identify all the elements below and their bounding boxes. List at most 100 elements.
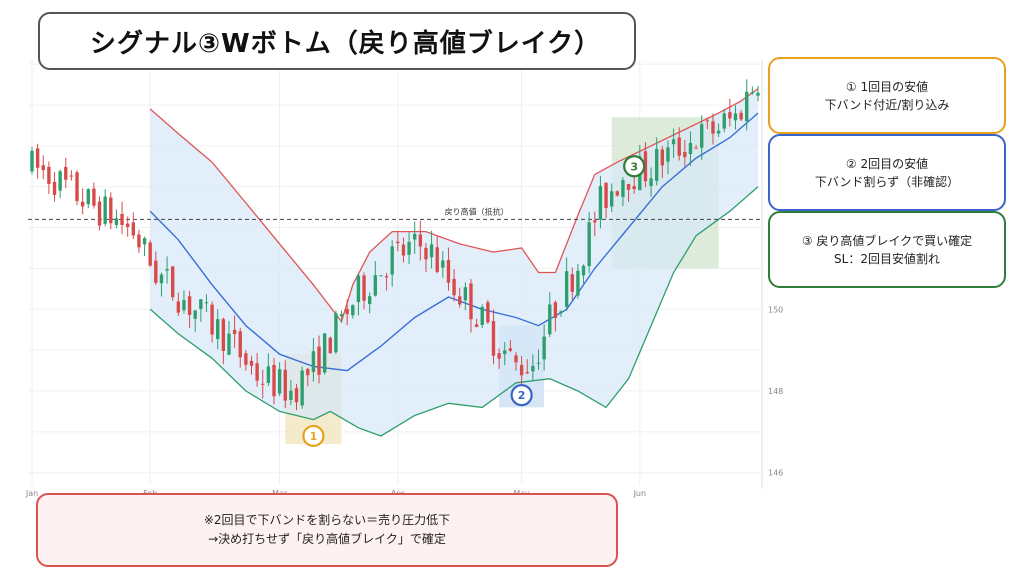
candle bbox=[491, 309, 496, 365]
candle-body bbox=[531, 365, 535, 372]
candle-body bbox=[711, 121, 715, 134]
candle-body bbox=[429, 244, 434, 258]
candle bbox=[739, 109, 743, 122]
candle bbox=[480, 304, 484, 328]
candle-body bbox=[733, 113, 738, 121]
candle-body bbox=[655, 149, 659, 181]
candle-body bbox=[705, 120, 710, 122]
candle-body bbox=[238, 331, 242, 358]
note-breakout-detail: SL：2回目安値割れ bbox=[834, 251, 940, 266]
candle-body bbox=[204, 302, 209, 304]
candle-body bbox=[649, 178, 653, 186]
candle-body bbox=[311, 351, 316, 372]
candle-body bbox=[317, 346, 321, 375]
candle bbox=[458, 287, 462, 308]
x-tick-label: Jun bbox=[633, 489, 647, 498]
candle-body bbox=[750, 92, 755, 94]
candle bbox=[705, 117, 710, 130]
candle-body bbox=[424, 247, 428, 260]
candle bbox=[621, 177, 625, 207]
candle-body bbox=[407, 241, 411, 255]
candle-body bbox=[300, 370, 304, 406]
candle-body bbox=[503, 350, 507, 355]
candle-body bbox=[159, 274, 164, 284]
candle-body bbox=[508, 348, 513, 351]
candle bbox=[35, 143, 40, 179]
signal-markers: 1 2 3 bbox=[302, 155, 646, 448]
candle bbox=[390, 240, 394, 287]
candle-body bbox=[559, 311, 563, 314]
candle-body bbox=[277, 369, 282, 394]
bottom-note: ※2回目で下バンドを割らない＝売り圧力低下 →決め打ちせず「戻り高値ブレイク」で… bbox=[36, 493, 618, 567]
candle bbox=[255, 352, 259, 387]
candle bbox=[30, 146, 34, 175]
candle-body bbox=[609, 191, 614, 207]
candle bbox=[542, 324, 546, 371]
candle-body bbox=[176, 301, 181, 313]
candle bbox=[666, 140, 670, 175]
candle bbox=[418, 220, 423, 261]
candle-body bbox=[283, 369, 287, 401]
candle-body bbox=[514, 355, 518, 363]
bottom-note-line1: ※2回目で下バンドを割らない＝売り圧力低下 bbox=[203, 513, 451, 527]
candle-body bbox=[458, 296, 462, 305]
candle bbox=[688, 131, 693, 166]
candle bbox=[75, 170, 79, 206]
candle-body bbox=[745, 91, 749, 122]
candle bbox=[171, 266, 175, 301]
candle bbox=[429, 230, 434, 269]
candle bbox=[317, 335, 321, 384]
candle bbox=[86, 188, 90, 209]
candle-body bbox=[581, 265, 586, 276]
candle-body bbox=[266, 366, 271, 383]
candle-body bbox=[221, 319, 226, 351]
candle-body bbox=[700, 124, 704, 148]
candle-body bbox=[216, 319, 220, 340]
candle-body bbox=[120, 214, 124, 226]
candle-body bbox=[47, 166, 51, 184]
candle bbox=[503, 342, 507, 366]
candle-body bbox=[148, 242, 152, 266]
candle bbox=[199, 298, 203, 322]
candle-body bbox=[463, 287, 468, 301]
candle-body bbox=[255, 363, 259, 381]
candle bbox=[69, 170, 74, 181]
candle bbox=[733, 105, 738, 130]
candle bbox=[244, 349, 248, 371]
candle bbox=[367, 292, 372, 314]
candle bbox=[204, 294, 209, 313]
candle bbox=[548, 292, 552, 337]
candle-body bbox=[469, 283, 473, 320]
candle-body bbox=[548, 304, 552, 335]
candle-body bbox=[334, 313, 338, 353]
candle-body bbox=[261, 383, 265, 385]
candle bbox=[137, 229, 141, 253]
candle-body bbox=[289, 390, 293, 400]
candle-body bbox=[739, 112, 743, 120]
candle bbox=[581, 264, 586, 285]
note-second-low-detail: 下バンド割らず（非確認） bbox=[814, 174, 960, 189]
candle bbox=[745, 79, 749, 131]
candle-body bbox=[621, 180, 625, 197]
candle-body bbox=[131, 222, 135, 236]
candle bbox=[626, 183, 631, 202]
candle-body bbox=[688, 142, 693, 154]
candle-body bbox=[64, 166, 68, 180]
candle bbox=[114, 209, 119, 229]
candle bbox=[553, 300, 558, 332]
candle bbox=[232, 315, 237, 348]
candle-body bbox=[294, 388, 299, 403]
candle bbox=[401, 237, 406, 263]
candle bbox=[362, 272, 366, 310]
candle bbox=[52, 172, 57, 202]
candle bbox=[356, 273, 361, 316]
candle bbox=[609, 183, 614, 213]
candle-body bbox=[435, 247, 439, 272]
candle-body bbox=[525, 372, 529, 374]
candle-body bbox=[125, 223, 130, 227]
candle-body bbox=[142, 238, 147, 245]
candle-body bbox=[564, 271, 569, 307]
candle-body bbox=[137, 234, 141, 248]
candle-body bbox=[587, 222, 591, 267]
candle-body bbox=[362, 275, 366, 301]
